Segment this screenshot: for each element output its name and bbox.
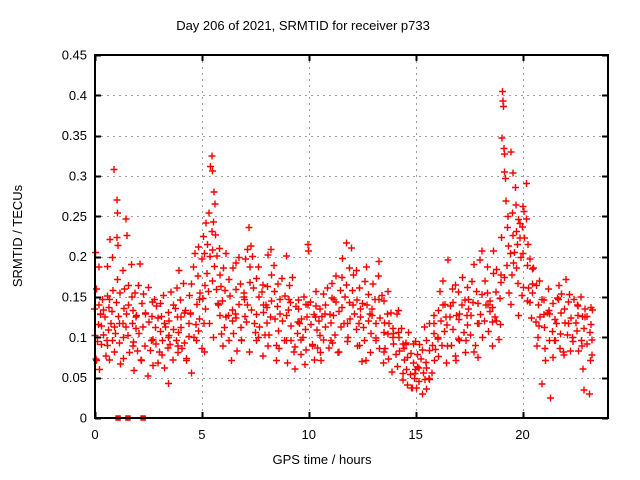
grid-lines xyxy=(95,55,608,418)
y-axis-label: SRMTID / TECUs xyxy=(10,184,25,287)
y-tick-label: 0.2 xyxy=(69,249,87,264)
y-tick-labels: 0 0.05 0.1 0.15 0.2 0.25 0.3 0.35 0.4 0.45 xyxy=(62,48,87,426)
x-tick-label: 15 xyxy=(408,427,422,442)
y-tick-label: 0.15 xyxy=(62,290,87,305)
y-tick-label: 0 xyxy=(80,411,87,426)
y-tick-label: 0.25 xyxy=(62,209,87,224)
x-tick-labels: 0 5 10 15 20 xyxy=(91,427,529,442)
y-tick-label: 0.35 xyxy=(62,128,87,143)
x-tick-label: 0 xyxy=(91,427,98,442)
y-tick-label: 0.1 xyxy=(69,330,87,345)
x-axis-label: GPS time / hours xyxy=(273,452,372,467)
y-tick-label: 0.05 xyxy=(62,370,87,385)
y-tick-label: 0.45 xyxy=(62,48,87,63)
y-tick-label: 0.3 xyxy=(69,169,87,184)
chart-title: Day 206 of 2021, SRMTID for receiver p73… xyxy=(176,18,430,33)
x-tick-label: 20 xyxy=(515,427,529,442)
y-tick-label: 0.4 xyxy=(69,88,87,103)
plot-area-border xyxy=(94,54,609,419)
x-tick-label: 10 xyxy=(302,427,316,442)
x-tick-label: 5 xyxy=(198,427,205,442)
